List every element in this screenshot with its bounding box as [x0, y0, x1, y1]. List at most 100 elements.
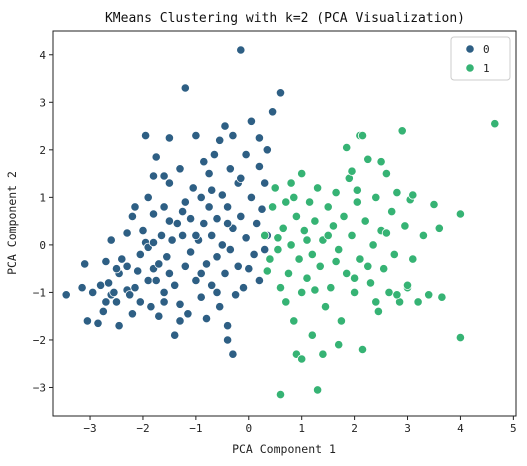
point-series-1 [334, 245, 344, 255]
point-series-0 [106, 235, 116, 245]
point-series-1 [413, 297, 423, 307]
point-series-1 [349, 287, 360, 297]
point-series-0 [127, 309, 137, 319]
point-series-1 [299, 226, 309, 236]
point-series-1 [302, 273, 312, 283]
point-series-1 [368, 240, 378, 250]
point-series-0 [151, 152, 161, 162]
point-series-1 [273, 233, 283, 243]
point-series-1 [424, 290, 434, 300]
point-series-0 [164, 133, 174, 143]
point-series-0 [159, 202, 169, 212]
point-series-0 [172, 218, 182, 229]
x-tick-label: 5 [510, 422, 517, 435]
point-series-1 [291, 211, 301, 221]
point-series-1 [455, 332, 465, 343]
point-series-1 [363, 261, 373, 271]
point-series-1 [302, 235, 312, 245]
x-axis: −3 −2 −1 0 1 2 3 4 5 [83, 416, 517, 435]
point-series-0 [175, 164, 185, 174]
y-tick-label: 1 [39, 191, 46, 204]
point-series-1 [315, 261, 325, 271]
point-series-1 [360, 216, 370, 226]
point-series-1 [318, 349, 328, 359]
point-series-1 [429, 199, 439, 210]
point-series-0 [196, 192, 206, 202]
point-series-1 [297, 169, 307, 179]
point-series-1 [297, 287, 307, 297]
point-series-0 [178, 207, 188, 217]
point-series-1 [281, 197, 291, 207]
point-series-0 [223, 202, 233, 212]
point-series-0 [61, 290, 71, 300]
point-series-1 [310, 216, 320, 226]
point-series-1 [307, 249, 317, 259]
point-series-1 [437, 292, 447, 302]
point-series-0 [148, 209, 159, 219]
point-series-0 [236, 173, 246, 183]
x-tick-label: −2 [136, 422, 149, 435]
point-series-0 [246, 192, 256, 202]
point-series-0 [262, 145, 272, 155]
point-series-0 [225, 245, 235, 255]
point-series-0 [164, 268, 174, 278]
y-axis: −3 −2 −1 0 1 2 3 4 [33, 49, 53, 394]
y-tick-label: 2 [39, 144, 46, 157]
point-series-1 [323, 230, 333, 240]
point-series-1 [357, 131, 368, 141]
point-series-0 [175, 316, 185, 326]
x-tick-label: 0 [245, 422, 252, 435]
point-series-0 [125, 290, 135, 300]
point-series-1 [392, 290, 402, 300]
point-series-0 [236, 45, 246, 55]
point-series-0 [223, 218, 233, 229]
point-series-0 [151, 275, 161, 286]
point-series-0 [141, 131, 151, 141]
point-series-1 [286, 240, 296, 250]
point-series-0 [127, 211, 137, 221]
point-series-0 [254, 275, 264, 286]
point-series-1 [289, 192, 299, 202]
point-series-0 [109, 287, 119, 297]
point-series-1 [379, 264, 389, 274]
point-series-1 [334, 340, 344, 350]
point-series-1 [342, 142, 352, 153]
point-series-0 [88, 287, 98, 297]
point-series-1 [347, 230, 357, 240]
point-series-1 [260, 230, 270, 240]
point-series-1 [304, 197, 315, 207]
point-series-0 [156, 230, 167, 240]
point-series-0 [204, 169, 214, 179]
point-series-0 [162, 252, 172, 262]
point-series-0 [257, 204, 267, 214]
y-tick-label: 3 [39, 96, 46, 109]
point-series-0 [101, 256, 111, 267]
point-series-1 [275, 389, 286, 400]
point-series-1 [381, 169, 391, 179]
point-series-0 [104, 278, 114, 288]
point-series-0 [159, 287, 169, 297]
point-series-1 [418, 230, 428, 240]
point-series-1 [286, 178, 296, 188]
legend-label-0: 0 [483, 43, 490, 56]
point-series-0 [233, 261, 243, 271]
point-series-0 [80, 259, 90, 269]
point-series-0 [217, 190, 227, 200]
legend-label-1: 1 [483, 62, 490, 75]
point-series-0 [228, 349, 238, 359]
points-layer [61, 45, 500, 400]
point-series-1 [336, 316, 346, 326]
point-series-1 [392, 188, 402, 198]
point-series-1 [400, 221, 410, 231]
point-series-0 [267, 107, 278, 117]
point-series-0 [130, 202, 140, 212]
point-series-0 [238, 283, 249, 293]
point-series-0 [135, 249, 145, 259]
point-series-0 [220, 268, 230, 278]
point-series-1 [273, 245, 283, 255]
point-series-0 [98, 306, 108, 316]
point-series-0 [252, 218, 262, 229]
point-series-0 [170, 280, 180, 290]
point-series-0 [154, 311, 164, 321]
point-series-1 [331, 188, 341, 198]
